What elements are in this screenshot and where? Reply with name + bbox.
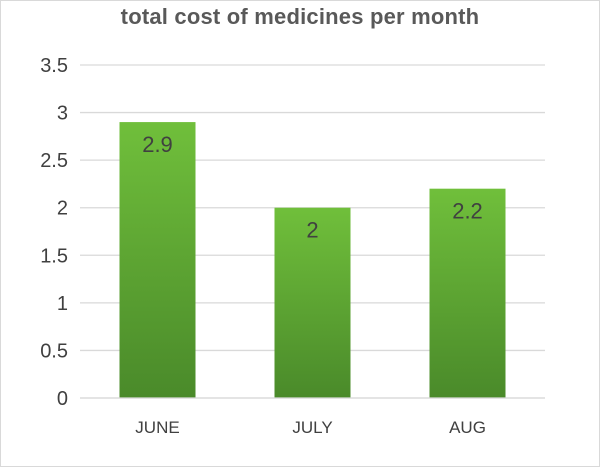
y-tick-label: 0.5 xyxy=(40,340,68,362)
y-tick-label: 0 xyxy=(57,388,68,410)
y-tick-label: 3.5 xyxy=(40,55,68,77)
data-labels: 2.9 2 2.2 xyxy=(142,132,483,243)
x-axis-labels: JUNE JULY AUG xyxy=(80,397,545,437)
y-tick-label: 2 xyxy=(57,198,68,220)
bar-june xyxy=(119,122,196,398)
y-tick-label: 3 xyxy=(57,103,68,125)
bars xyxy=(119,122,506,398)
data-label: 2 xyxy=(306,218,318,243)
bar-aug xyxy=(429,188,506,398)
data-label: 2.2 xyxy=(452,199,483,224)
x-category-label: JUNE xyxy=(135,418,179,437)
x-category-label: AUG xyxy=(449,418,486,437)
data-label: 2.9 xyxy=(142,132,173,157)
bar-july xyxy=(274,207,351,398)
y-tick-label: 1 xyxy=(57,293,68,315)
x-category-label: JULY xyxy=(292,418,332,437)
chart-title: total cost of medicines per month xyxy=(120,4,480,29)
y-tick-label: 1.5 xyxy=(40,245,68,267)
y-tick-label: 2.5 xyxy=(40,150,68,172)
y-axis-ticks: 0 0.5 1 1.5 2 2.5 3 3.5 xyxy=(40,55,68,410)
